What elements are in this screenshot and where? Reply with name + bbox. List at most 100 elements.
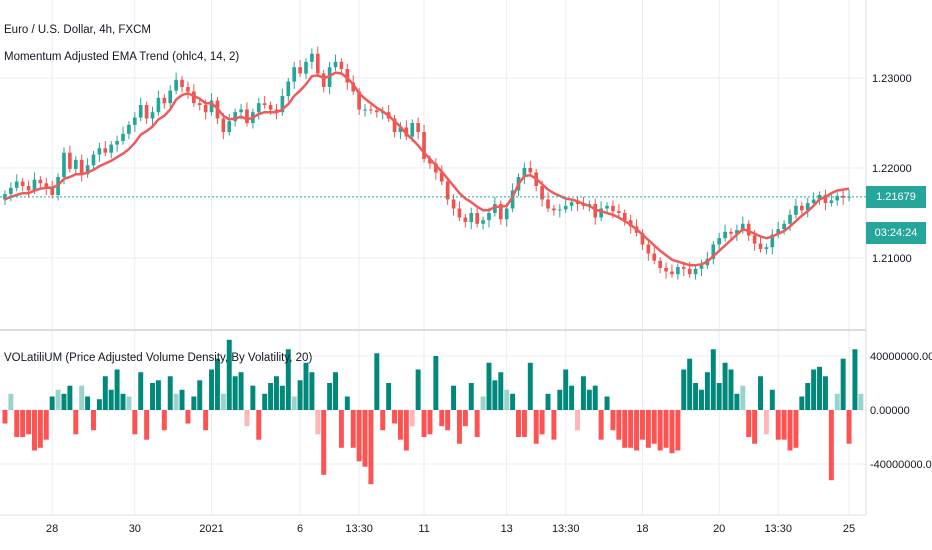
- candle-body: [711, 244, 716, 259]
- histogram-bar: [132, 410, 138, 435]
- candle-body: [439, 172, 444, 182]
- candle-body: [723, 231, 727, 239]
- time-axis-labels[interactable]: 28 30 2021 6 13:30 11 13 13:30 18 20 13:30 25: [46, 523, 855, 535]
- candle-body: [829, 200, 834, 204]
- histogram-bar: [144, 410, 150, 440]
- histogram-bar: [675, 410, 681, 451]
- candle-body: [221, 118, 226, 132]
- histogram-bar: [315, 410, 321, 435]
- histogram-bar: [173, 393, 179, 410]
- symbol-title[interactable]: Euro / U.S. Dollar, 4h, FXCM: [4, 24, 151, 36]
- candle-body: [85, 165, 90, 175]
- histogram-bar: [752, 410, 758, 444]
- price-tick-label: 1.22000: [872, 163, 912, 175]
- histogram-bar: [598, 410, 604, 440]
- price-tick-label: 1.23000: [872, 73, 912, 85]
- candle-body: [9, 187, 13, 195]
- histogram-bar: [758, 376, 763, 410]
- histogram-bar: [663, 410, 669, 448]
- histogram-bar: [427, 410, 433, 435]
- candle-body: [68, 152, 72, 169]
- candle-body: [268, 105, 273, 110]
- histogram-bar: [433, 356, 439, 410]
- histogram-bar: [858, 393, 864, 410]
- histogram-bar: [521, 410, 527, 437]
- histogram-bar: [368, 410, 374, 485]
- histogram-bar: [409, 410, 415, 427]
- candle-body: [351, 82, 356, 92]
- histogram-bar: [852, 349, 858, 410]
- histogram-bar: [55, 389, 61, 410]
- candle-body: [357, 91, 361, 110]
- histogram-bar: [480, 396, 486, 410]
- histogram-bar: [309, 372, 315, 410]
- price-axis-labels[interactable]: 1.23000 1.22000 1.21000: [872, 73, 912, 265]
- indicator-ema-label[interactable]: Momentum Adjusted EMA Trend (ohlc4, 14, …: [4, 51, 240, 63]
- histogram-bar: [746, 410, 752, 437]
- histogram-bar: [179, 389, 185, 410]
- histogram-bar: [533, 410, 539, 444]
- candle-body: [664, 267, 668, 272]
- indicator-volatilium-label[interactable]: VOLatiliUM (Price Adjusted Volume Densit…: [4, 352, 313, 364]
- histogram-bar: [610, 410, 616, 431]
- histogram-bar: [580, 376, 586, 410]
- histogram-bar: [279, 385, 285, 410]
- histogram-bar: [504, 389, 510, 410]
- candle-body: [115, 141, 119, 145]
- candle-body: [298, 67, 302, 74]
- histogram-bar: [616, 410, 622, 440]
- indicator-axis-labels[interactable]: 40000000.00000 0.00000 -40000000.00000: [870, 351, 932, 471]
- candle-body: [770, 234, 775, 248]
- histogram-bar: [805, 383, 811, 410]
- histogram-bar: [586, 389, 592, 410]
- histogram-bar: [657, 410, 663, 451]
- histogram-bar: [799, 396, 805, 410]
- volatilium-histogram: [2, 339, 864, 485]
- histogram-bar: [150, 383, 155, 410]
- candle-body: [764, 247, 769, 249]
- candle-body: [26, 186, 31, 191]
- histogram-bar: [392, 410, 398, 424]
- candle-body: [374, 110, 379, 113]
- time-tick-label: 20: [713, 523, 725, 535]
- candle-body: [245, 109, 249, 123]
- candle-body: [546, 199, 550, 209]
- histogram-bar: [220, 393, 226, 410]
- histogram-bar: [344, 396, 350, 410]
- histogram-bar: [722, 362, 728, 410]
- histogram-bar: [203, 410, 209, 431]
- time-tick-label: 11: [418, 523, 429, 535]
- candle-body: [345, 69, 350, 83]
- candle-body: [687, 268, 692, 275]
- histogram-bar: [2, 410, 8, 424]
- histogram-bar: [20, 410, 26, 437]
- candle-body: [552, 208, 556, 211]
- time-tick-label: 28: [46, 523, 58, 535]
- histogram-bar: [716, 383, 722, 410]
- candle-body: [44, 183, 49, 188]
- candle-body: [227, 121, 232, 132]
- candle-body: [203, 105, 208, 113]
- histogram-bar: [740, 385, 746, 410]
- histogram-bar: [67, 385, 73, 410]
- histogram-bar: [350, 410, 356, 448]
- histogram-bar: [699, 389, 704, 410]
- histogram-bar: [639, 410, 645, 440]
- candle-body: [835, 195, 840, 201]
- histogram-bar: [386, 383, 392, 410]
- candle-body: [292, 67, 297, 82]
- histogram-bar: [710, 349, 716, 410]
- candle-body: [599, 208, 603, 218]
- candle-body: [174, 79, 178, 91]
- candle-body: [504, 208, 509, 220]
- histogram-bar: [728, 369, 734, 410]
- histogram-bar: [539, 410, 545, 435]
- histogram-bar: [840, 358, 846, 410]
- histogram-bar: [622, 410, 628, 448]
- histogram-bar: [327, 383, 333, 410]
- candle-body: [103, 148, 108, 153]
- time-tick-label: 13:30: [345, 523, 373, 535]
- candle-body: [79, 159, 84, 175]
- histogram-bar: [321, 410, 327, 475]
- candle-body: [369, 109, 373, 111]
